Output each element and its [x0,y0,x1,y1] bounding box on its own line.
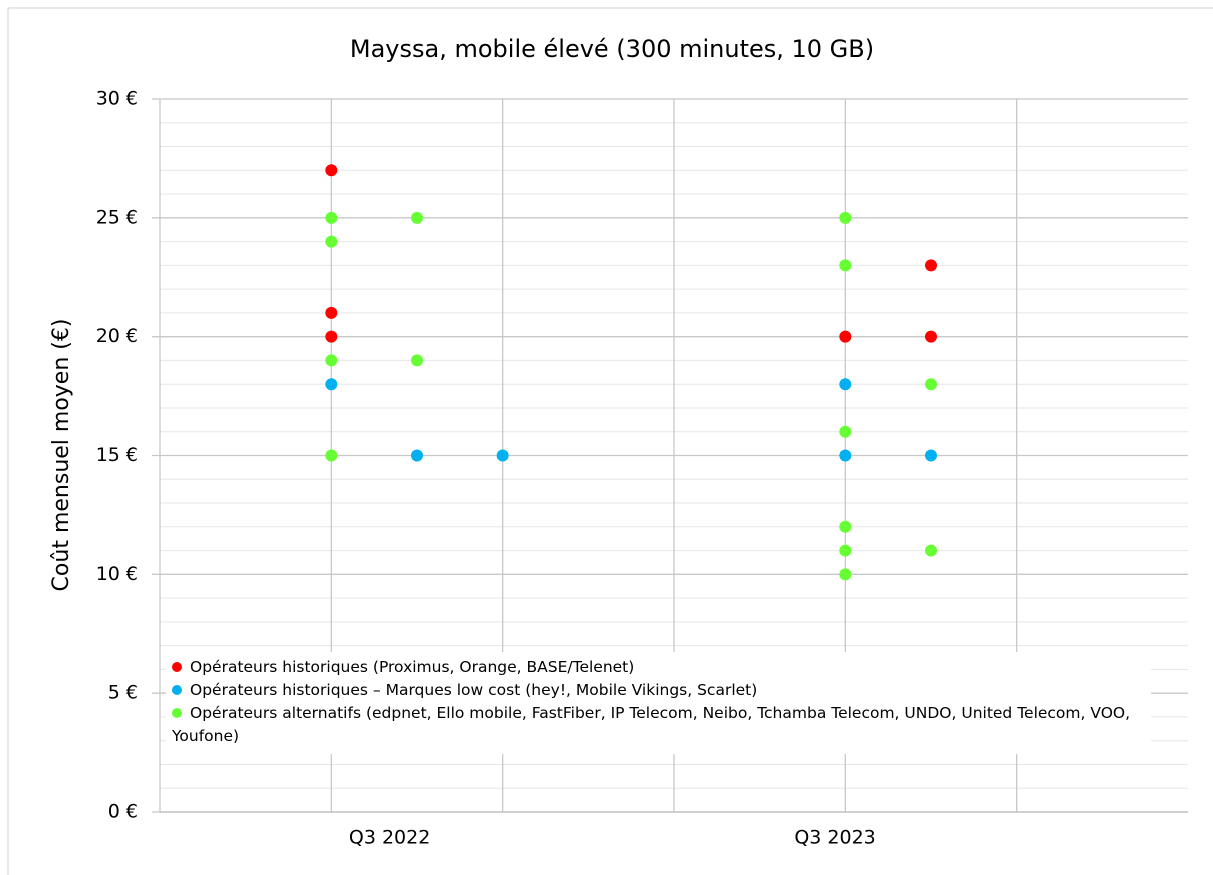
data-point [839,520,852,533]
y-tick-label: 5 € [108,682,138,704]
data-point [839,211,852,224]
y-tick-label: 0 € [108,801,138,823]
legend-entry: Opérateurs historiques – Marques low cos… [172,679,1147,702]
data-point [325,211,338,224]
data-point [839,259,852,272]
legend-marker [172,685,182,695]
y-tick-label: 25 € [96,206,138,228]
data-point [925,378,937,391]
data-point [411,211,423,224]
data-point [839,378,852,391]
data-point [925,259,937,272]
y-tick-label: 20 € [96,325,138,347]
legend-entry: Opérateurs historiques (Proximus, Orange… [172,656,1147,679]
legend-entry: Opérateurs alternatifs (edpnet, Ello mob… [172,702,1147,748]
data-point [325,235,338,248]
x-tick-label: Q3 2023 [794,827,875,849]
data-point [839,425,852,438]
data-point [925,449,937,462]
y-tick-label: 30 € [96,88,138,110]
data-point [839,330,852,343]
data-point [839,568,852,581]
y-axis-label: Coût mensuel moyen (€) [49,319,74,592]
x-tick-label: Q3 2022 [349,827,430,849]
data-point [925,544,937,557]
legend-label: Opérateurs alternatifs (edpnet, Ello mob… [172,704,1131,745]
data-point [325,449,338,462]
legend-label: Opérateurs historiques (Proximus, Orange… [190,658,635,676]
data-point [496,449,509,462]
legend: Opérateurs historiques (Proximus, Orange… [166,652,1151,754]
chart-title: Mayssa, mobile élevé (300 minutes, 10 GB… [350,35,874,63]
data-point [325,330,338,343]
legend-label: Opérateurs historiques – Marques low cos… [190,681,758,699]
data-point [839,544,852,557]
data-point [325,354,338,367]
y-tick-label: 15 € [96,444,138,466]
data-point [839,449,852,462]
data-point [325,306,338,319]
data-point [411,449,423,462]
data-point [325,378,338,391]
chart-frame [7,7,1213,875]
data-point [925,330,937,343]
legend-marker [172,708,182,718]
legend-marker [172,662,182,672]
data-point [411,354,423,367]
y-tick-label: 10 € [96,563,138,585]
data-point [325,164,338,177]
